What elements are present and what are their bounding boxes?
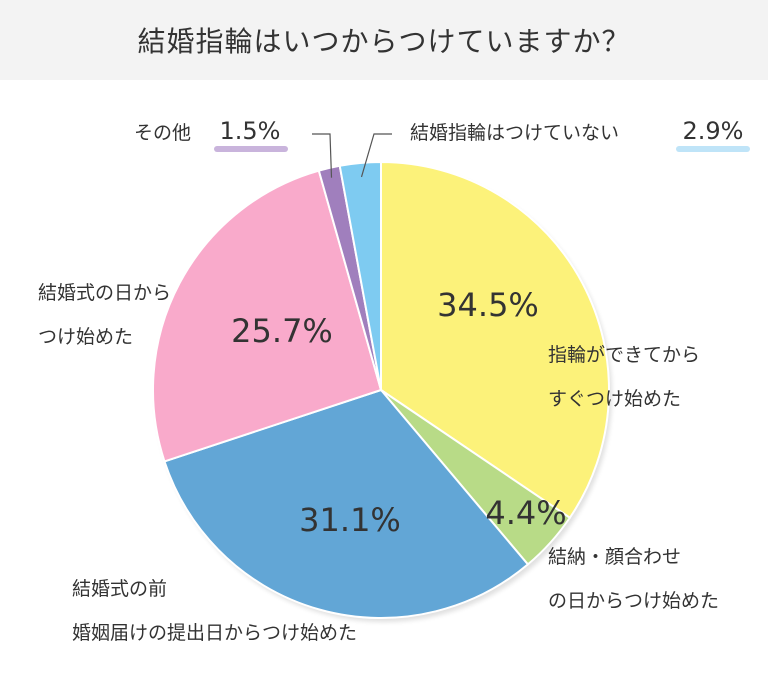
slice-value-label: 2.9% — [683, 117, 744, 145]
slice-category-label: 指輪ができてから — [548, 344, 700, 366]
pie-slice — [163, 388, 530, 619]
chart-title: 結婚指輪はいつからつけていますか？ — [137, 25, 631, 58]
leader-line — [360, 133, 392, 178]
slice-category-label: 婚姻届けの提出日からつけ始めた — [72, 622, 357, 644]
slice-value-label: 34.5% — [437, 286, 539, 324]
slice-category-label: 結納・顔合わせ — [548, 546, 681, 568]
leader-line — [312, 133, 333, 178]
slice-category-label: その他 — [134, 122, 191, 144]
pie-slices — [152, 160, 612, 622]
pie-slice — [380, 160, 611, 520]
slice-value-label: 4.4% — [485, 494, 566, 532]
slice-category-label: 結婚式の前 — [72, 578, 167, 600]
slice-value-label: 1.5% — [220, 117, 281, 145]
slice-category-label: 結婚式の日から — [38, 282, 171, 304]
pie-slice — [338, 160, 382, 391]
value-underline — [676, 146, 750, 152]
value-underline — [214, 146, 288, 152]
slice-category-label: 結婚指輪はつけていない — [410, 122, 619, 144]
title-bar: 結婚指輪はいつからつけていますか？ — [0, 0, 768, 80]
pie-slice — [152, 169, 383, 463]
slice-category-label: すぐつけ始めた — [548, 388, 681, 410]
slice-value-label: 25.7% — [231, 312, 333, 350]
slice-category-label: つけ始めた — [38, 326, 133, 348]
slice-category-label: の日からつけ始めた — [548, 590, 719, 612]
slice-value-label: 31.1% — [299, 501, 401, 539]
